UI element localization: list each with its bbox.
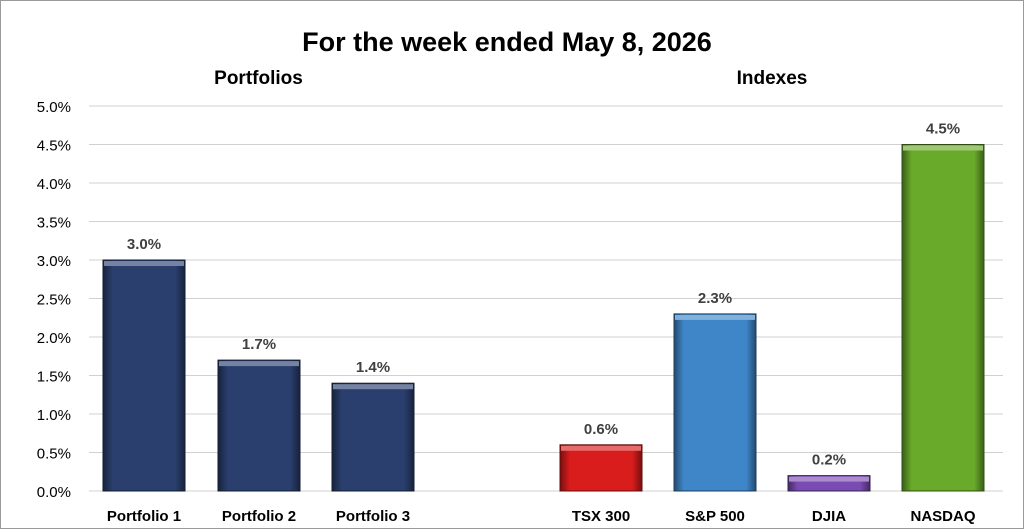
bar-body (102, 259, 186, 492)
x-tick-label-nasdaq: NASDAQ (910, 508, 975, 525)
x-tick-label-portfolio-1: Portfolio 1 (107, 508, 181, 525)
group-header-indexes: Indexes (737, 68, 808, 89)
bar-portfolio-1 (102, 259, 186, 492)
group-headers: Portfolios Indexes (214, 68, 807, 89)
data-label-nasdaq: 4.5% (926, 121, 960, 138)
y-tick-label: 3.0% (37, 253, 71, 270)
x-tick-label-djia: DJIA (812, 508, 846, 525)
bar-body (901, 144, 985, 492)
data-label-sandp-500: 2.3% (698, 290, 732, 307)
bar-highlight (333, 384, 413, 390)
y-tick-label: 4.5% (37, 138, 71, 155)
bar-sandp-500 (673, 313, 757, 492)
bar-body (559, 444, 643, 492)
data-label-portfolio-2: 1.7% (242, 336, 276, 353)
y-tick-label: 1.0% (37, 407, 71, 424)
data-label-portfolio-1: 3.0% (127, 236, 161, 253)
x-tick-label-portfolio-3: Portfolio 3 (336, 508, 410, 525)
x-tick-label-sandp-500: S&P 500 (685, 508, 745, 525)
bar-highlight (219, 361, 299, 367)
bar-highlight (104, 261, 184, 266)
y-tick-label: 2.0% (37, 330, 71, 347)
data-label-portfolio-3: 1.4% (356, 359, 390, 376)
y-tick-label: 0.0% (37, 484, 71, 501)
bar-highlight (789, 476, 869, 482)
x-axis: Portfolio 1 Portfolio 2 Portfolio 3 TSX 300… (107, 508, 976, 525)
y-axis: 0.0% 0.5% 1.0% 1.5% 2.0% 2.5% 3.0% 3.5% 4.0% 4.5%… (37, 99, 71, 501)
group-header-portfolios: Portfolios (214, 68, 303, 89)
bar-djia (787, 475, 871, 492)
data-labels: 3.0% 1.7% 1.4% 0.6% 2.3% 0.2% 4.5% (127, 121, 960, 469)
bar-nasdaq (901, 144, 985, 492)
bar-portfolio-2 (217, 359, 301, 492)
bar-highlight (903, 145, 983, 151)
bar-body (217, 359, 301, 492)
bars (102, 144, 985, 492)
bar-portfolio-3 (331, 382, 415, 492)
x-tick-label-portfolio-2: Portfolio 2 (222, 508, 296, 525)
y-tick-label: 3.5% (37, 215, 71, 232)
y-tick-label: 5.0% (37, 99, 71, 116)
y-tick-label: 0.5% (37, 446, 71, 463)
bar-body (673, 313, 757, 492)
bar-body (331, 382, 415, 492)
x-tick-label-tsx-300: TSX 300 (572, 508, 630, 525)
bar-highlight (675, 314, 755, 320)
data-label-djia: 0.2% (812, 452, 846, 469)
chart-title: For the week ended May 8, 2026 (302, 27, 712, 57)
y-tick-label: 4.0% (37, 176, 71, 193)
y-tick-label: 2.5% (37, 292, 71, 309)
y-tick-label: 1.5% (37, 369, 71, 386)
bar-highlight (561, 445, 641, 451)
bar-tsx-300 (559, 444, 643, 492)
data-label-tsx-300: 0.6% (584, 421, 618, 438)
